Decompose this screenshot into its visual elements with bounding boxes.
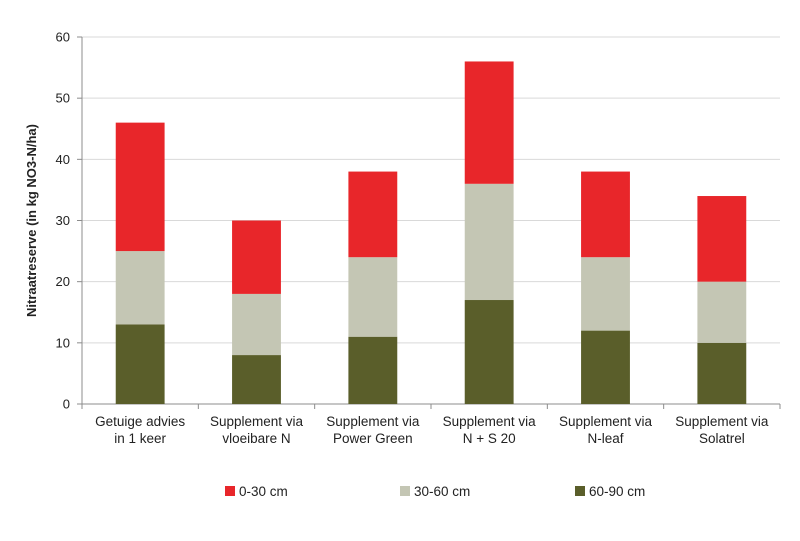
x-tick-label-line: N + S 20 <box>463 431 516 446</box>
bar-segment-60-90-cm <box>581 330 630 404</box>
bar-segment-0-30-cm <box>115 122 165 252</box>
legend-label: 0-30 cm <box>239 484 288 499</box>
y-axis-title: Nitraatreserve (in kg NO3-N/ha) <box>24 124 39 317</box>
legend-swatch <box>575 486 585 496</box>
y-tick-label: 0 <box>63 397 70 412</box>
bar-segment-0-30-cm <box>697 196 747 282</box>
y-tick-label: 20 <box>56 274 70 289</box>
x-tick-label-line: N-leaf <box>587 431 623 446</box>
x-tick-label: Supplement via Power Green <box>326 414 420 446</box>
bar-segment-60-90-cm <box>348 336 398 404</box>
x-tick-label: Supplement via N-leaf <box>559 414 653 446</box>
bar-segment-60-90-cm <box>464 300 514 404</box>
bar-segment-30-60-cm <box>581 257 630 331</box>
y-tick-label: 40 <box>56 152 70 167</box>
legend-label: 30-60 cm <box>414 484 470 499</box>
axes: 0 10 20 30 40 50 60 <box>56 30 781 412</box>
x-tick-label: Supplement via Solatrel <box>675 414 769 446</box>
legend-swatch <box>400 486 410 496</box>
x-tick-label-line: Supplement via <box>210 414 304 429</box>
bar-segment-0-30-cm <box>464 61 514 184</box>
y-tick-label: 50 <box>56 91 70 106</box>
x-tick-label-line: Power Green <box>333 431 413 446</box>
x-tick-label-line: Supplement via <box>675 414 769 429</box>
bar-segment-60-90-cm <box>232 355 281 404</box>
bar-segment-60-90-cm <box>115 324 165 404</box>
bar-segment-0-30-cm <box>232 220 281 294</box>
x-tick-label: Getuige advies in 1 keer <box>95 414 185 446</box>
x-tick-label-line: in 1 keer <box>114 431 166 446</box>
bar-segment-30-60-cm <box>115 251 165 325</box>
bar-segment-60-90-cm <box>697 342 747 404</box>
x-tick-label-line: Solatrel <box>699 431 745 446</box>
bar-segment-30-60-cm <box>232 293 281 356</box>
bar-segment-30-60-cm <box>464 183 514 301</box>
gridlines <box>82 36 780 344</box>
bar-segment-0-30-cm <box>348 171 398 258</box>
x-tick-label-line: vloeibare N <box>222 431 290 446</box>
x-tick-label-line: Getuige advies <box>95 414 185 429</box>
x-tick-label-line: Supplement via <box>326 414 420 429</box>
y-tick-label: 10 <box>56 335 70 350</box>
legend: 0-30 cm 30-60 cm 60-90 cm <box>225 484 645 499</box>
x-tick-label: Supplement via N + S 20 <box>443 414 537 446</box>
bar-segment-30-60-cm <box>348 257 398 337</box>
y-tick-label: 30 <box>56 213 70 228</box>
x-tick-label-line: Supplement via <box>443 414 537 429</box>
x-tick-label: Supplement via vloeibare N <box>210 414 304 446</box>
legend-label: 60-90 cm <box>589 484 645 499</box>
axis-labels: Getuige advies in 1 keer Supplement via vlo… <box>24 124 769 446</box>
bar-segment-0-30-cm <box>581 171 630 258</box>
bars <box>115 61 747 404</box>
y-tick-label: 60 <box>56 30 70 45</box>
x-tick-label-line: Supplement via <box>559 414 653 429</box>
bar-segment-30-60-cm <box>697 281 747 343</box>
legend-swatch <box>225 486 235 496</box>
